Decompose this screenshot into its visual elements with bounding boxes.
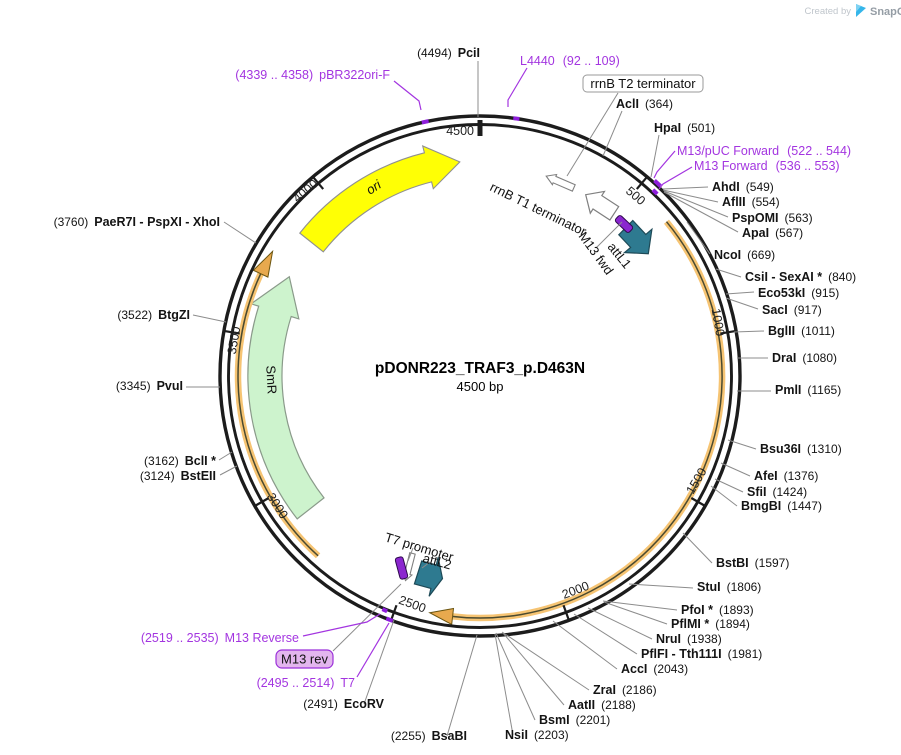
tick-label-2500: 2500 [397, 593, 428, 616]
tick-1000 [720, 329, 737, 335]
m13-fwd-primer-box [614, 215, 634, 233]
rrnb-t2-terminator-arrow [545, 173, 576, 192]
primer-label-m13-reverse: (2519 .. 2535) M13 Reverse [141, 631, 299, 645]
pbr322ori-f-ring-mark [421, 119, 430, 125]
site-label-bcli: (3162) BclI * [144, 454, 216, 468]
tick-2000 [562, 604, 570, 621]
site-label-drai: DraI (1080) [772, 351, 837, 365]
tick-1500 [690, 497, 706, 507]
site-label-bsabi: (2255) BsaBI [391, 729, 467, 743]
site-label-bmgbi: BmgBI (1447) [741, 499, 822, 513]
rrnb-t1-terminator-arrow [584, 190, 620, 221]
plasmid-ring-outer [218, 114, 742, 638]
site-label-bstbi: BstBI (1597) [716, 556, 789, 570]
site-label-btgzi: (3522) BtgZI [117, 308, 190, 322]
plasmid-title-block: pDONR223_TRAF3_p.D463N 4500 bp [375, 360, 585, 394]
ori-arrow-shape [299, 145, 461, 253]
m13-rev-label: M13 rev [281, 652, 328, 667]
site-label-csii-sexai: CsiI - SexAI * (840) [745, 270, 856, 284]
site-label-pcii: (4494) PciI [417, 46, 480, 60]
feature-smr-arrow [247, 275, 325, 520]
watermark-prefix: Created by [805, 6, 852, 17]
m13-puc-forward-ring-mark [653, 179, 662, 188]
primer-label-l4440: L4440 (92 .. 109) [520, 54, 620, 68]
leader-lines [186, 61, 771, 737]
site-label-bsteii: (3124) BstEII [140, 469, 216, 483]
t7-ring-mark [385, 616, 394, 623]
site-label-ecorv: (2491) EcoRV [303, 697, 384, 711]
tick-4000 [312, 176, 325, 190]
feature-gene-arc-right [428, 219, 726, 626]
primer-label-m13-forward: M13 Forward (536 .. 553) [694, 159, 840, 173]
site-label-bsu36i: Bsu36I (1310) [760, 442, 842, 456]
tick-3000 [254, 497, 270, 507]
site-label-saci: SacI (917) [762, 303, 822, 317]
feature-gene-arc-left [234, 249, 321, 559]
m13-rev-label-box: M13 rev [275, 649, 334, 669]
site-label-nsii: NsiI (2203) [505, 728, 569, 742]
watermark-brand: SnapGene [870, 6, 901, 18]
site-label-ahdi: AhdI (549) [712, 180, 774, 194]
l4440-ring-mark [513, 116, 520, 121]
site-label-bglii: BglII (1011) [768, 324, 835, 338]
site-label-zrai: ZraI (2186) [593, 683, 657, 697]
site-label-afei: AfeI (1376) [754, 469, 818, 483]
tick-500 [635, 176, 648, 190]
site-label-eco53ki: Eco53kI (915) [758, 286, 839, 300]
site-label-stui: StuI (1806) [697, 580, 761, 594]
gene-arc-left-arrowhead [252, 249, 274, 278]
smr-arrow-shape [247, 275, 325, 520]
primer-label-t7: (2495 .. 2514) T7 [257, 676, 355, 690]
site-label-paer7i-pspxi-xhoi: (3760) PaeR7I - PspXI - XhoI [54, 215, 220, 229]
site-label-acli: AclI (364) [616, 97, 673, 111]
site-labels: (4494) PciI AclI (364) HpaI (501) AhdI (549)… [54, 46, 857, 743]
site-label-nrui: NruI (1938) [656, 632, 722, 646]
tick-label-3500: 3500 [225, 325, 244, 355]
m13-rev-primer-box [394, 556, 409, 580]
site-label-apai: ApaI (567) [742, 226, 803, 240]
site-label-ncoi: NcoI (669) [714, 248, 775, 262]
primer-label-pbr322ori-f: (4339 .. 4358) pBR322ori-F [235, 68, 390, 82]
site-label-aflii: AflII (554) [722, 195, 780, 209]
plasmid-size: 4500 bp [457, 379, 504, 394]
m13-forward-ring-mark [651, 188, 659, 196]
site-label-pspomi: PspOMI (563) [732, 211, 813, 225]
snapgene-logo-icon [856, 4, 866, 17]
site-label-pfoi: PfoI * (1893) [681, 603, 754, 617]
tick-3500 [223, 329, 240, 335]
site-label-pvui: (3345) PvuI [116, 379, 183, 393]
feature-ori-arrow [299, 145, 461, 253]
ring-ticks [223, 120, 737, 621]
site-label-bsmi: BsmI (2201) [539, 713, 610, 727]
primer-labels: L4440 (92 .. 109) (4339 .. 4358) pBR322ori… [141, 54, 851, 690]
watermark: Created by SnapGene [805, 4, 901, 18]
rrnb-t2-label-box: rrnB T2 terminator [582, 74, 704, 93]
site-label-pflmi: PflMI * (1894) [671, 617, 750, 631]
plasmid-name: pDONR223_TRAF3_p.D463N [375, 360, 585, 377]
tick-labels: 4500 500 1000 1500 2000 2500 3000 3500 4… [225, 124, 728, 616]
site-label-acci: AccI (2043) [621, 662, 688, 676]
site-label-sfii: SfiI (1424) [747, 485, 807, 499]
attl2-arrow [413, 557, 444, 597]
m13-reverse-ring-mark [381, 607, 388, 614]
tick-label-4500: 4500 [446, 124, 474, 138]
site-label-pmli: PmlI (1165) [775, 383, 841, 397]
tick-label-1000: 1000 [709, 307, 728, 337]
attl2-label: attL2 [421, 550, 453, 572]
tick-2500 [390, 604, 398, 621]
gene-arc-right-arrowhead [428, 607, 455, 626]
rrnb-t2-label: rrnB T2 terminator [590, 76, 696, 91]
site-label-pflfi-tth111i: PflFI - Tth111I (1981) [641, 647, 762, 661]
primer-ring-marks [381, 116, 662, 623]
site-label-hpai: HpaI (501) [654, 121, 715, 135]
primer-label-m13-puc-forward: M13/pUC Forward (522 .. 544) [677, 144, 851, 158]
site-label-aatii: AatII (2188) [568, 698, 636, 712]
smr-label: SmR [263, 365, 279, 395]
